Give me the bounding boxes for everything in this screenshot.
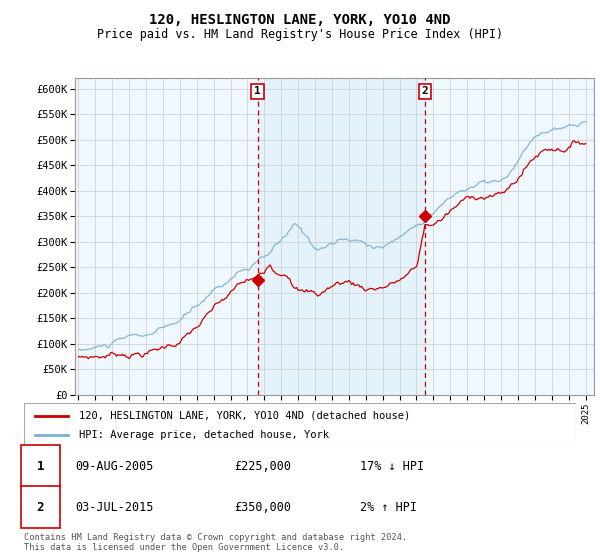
Text: £225,000: £225,000 bbox=[234, 460, 291, 473]
Text: 17% ↓ HPI: 17% ↓ HPI bbox=[360, 460, 424, 473]
Text: HPI: Average price, detached house, York: HPI: Average price, detached house, York bbox=[79, 430, 329, 440]
Text: 1: 1 bbox=[254, 86, 261, 96]
Text: Contains HM Land Registry data © Crown copyright and database right 2024.
This d: Contains HM Land Registry data © Crown c… bbox=[24, 533, 407, 552]
Text: 120, HESLINGTON LANE, YORK, YO10 4ND: 120, HESLINGTON LANE, YORK, YO10 4ND bbox=[149, 13, 451, 27]
Text: 120, HESLINGTON LANE, YORK, YO10 4ND (detached house): 120, HESLINGTON LANE, YORK, YO10 4ND (de… bbox=[79, 411, 410, 421]
Text: Price paid vs. HM Land Registry's House Price Index (HPI): Price paid vs. HM Land Registry's House … bbox=[97, 28, 503, 41]
Text: 2% ↑ HPI: 2% ↑ HPI bbox=[360, 501, 417, 514]
Bar bbox=[257, 78, 425, 395]
Text: 09-AUG-2005: 09-AUG-2005 bbox=[75, 460, 154, 473]
Text: £350,000: £350,000 bbox=[234, 501, 291, 514]
Text: 03-JUL-2015: 03-JUL-2015 bbox=[75, 501, 154, 514]
Text: 1: 1 bbox=[37, 460, 44, 473]
Text: 2: 2 bbox=[37, 501, 44, 514]
Text: 2: 2 bbox=[422, 86, 428, 96]
